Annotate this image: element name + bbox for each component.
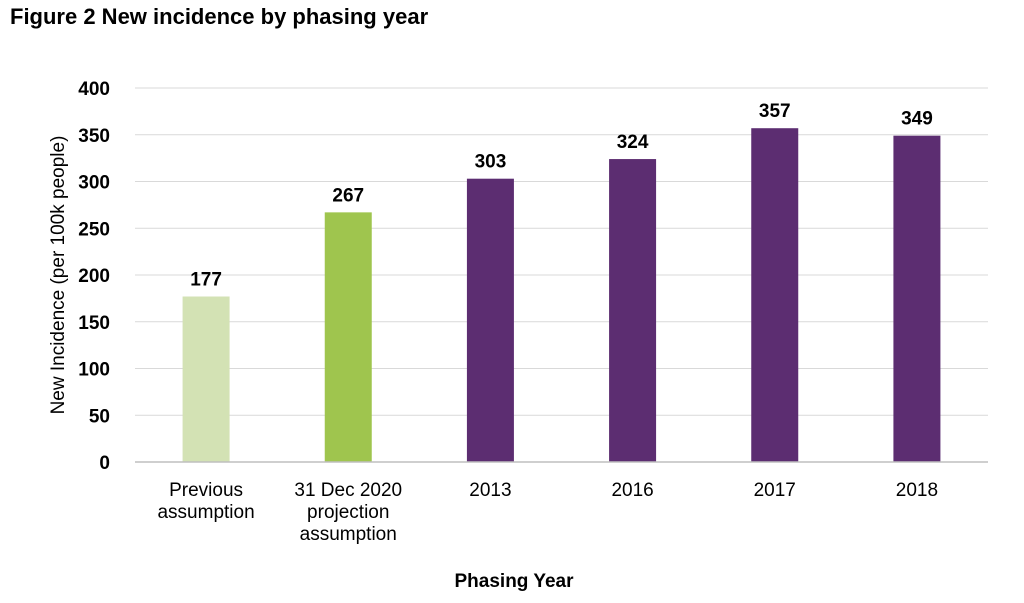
category-label-line: Previous	[169, 480, 243, 501]
data-label: 267	[332, 185, 364, 206]
category-label: 2017	[754, 480, 796, 501]
category-label-line: projection	[307, 502, 389, 523]
data-label: 324	[617, 132, 649, 153]
category-label: Previous assumption	[157, 480, 254, 523]
y-tick-label: 300	[78, 173, 110, 194]
bar	[182, 296, 230, 462]
bar	[324, 212, 372, 462]
category-label: 31 Dec 2020 projection assumption	[294, 480, 402, 545]
category-label-line: 31 Dec 2020	[294, 480, 402, 501]
category-label: 2018	[896, 480, 938, 501]
y-tick-label: 400	[78, 79, 110, 100]
y-tick-label: 150	[78, 313, 110, 334]
chart-title: Figure 2 New incidence by phasing year	[10, 4, 429, 29]
y-tick-label: 350	[78, 126, 110, 147]
bar	[751, 128, 799, 462]
bar	[893, 135, 941, 462]
gridlines	[135, 87, 988, 416]
category-label: 2013	[469, 480, 511, 501]
category-label: 2016	[611, 480, 653, 501]
x-axis-title: Phasing Year	[455, 571, 575, 592]
bar	[466, 178, 514, 462]
y-tick-label: 0	[99, 453, 110, 474]
category-label-line: assumption	[157, 502, 254, 523]
category-label-line: 2013	[469, 480, 511, 501]
y-axis-title: New Incidence (per 100k people)	[48, 136, 69, 415]
bars	[182, 128, 941, 462]
category-label-line: 2017	[754, 480, 796, 501]
y-tick-label: 100	[78, 360, 110, 381]
y-tick-label: 200	[78, 266, 110, 287]
data-label: 303	[475, 152, 507, 173]
y-tick-label: 250	[78, 219, 110, 240]
bar	[609, 159, 657, 462]
data-label: 357	[759, 101, 791, 122]
category-label-line: assumption	[300, 524, 397, 545]
data-label: 349	[901, 109, 933, 130]
data-label: 177	[190, 270, 222, 291]
y-tick-label: 50	[89, 406, 110, 427]
category-label-line: 2016	[611, 480, 653, 501]
category-label-line: 2018	[896, 480, 938, 501]
